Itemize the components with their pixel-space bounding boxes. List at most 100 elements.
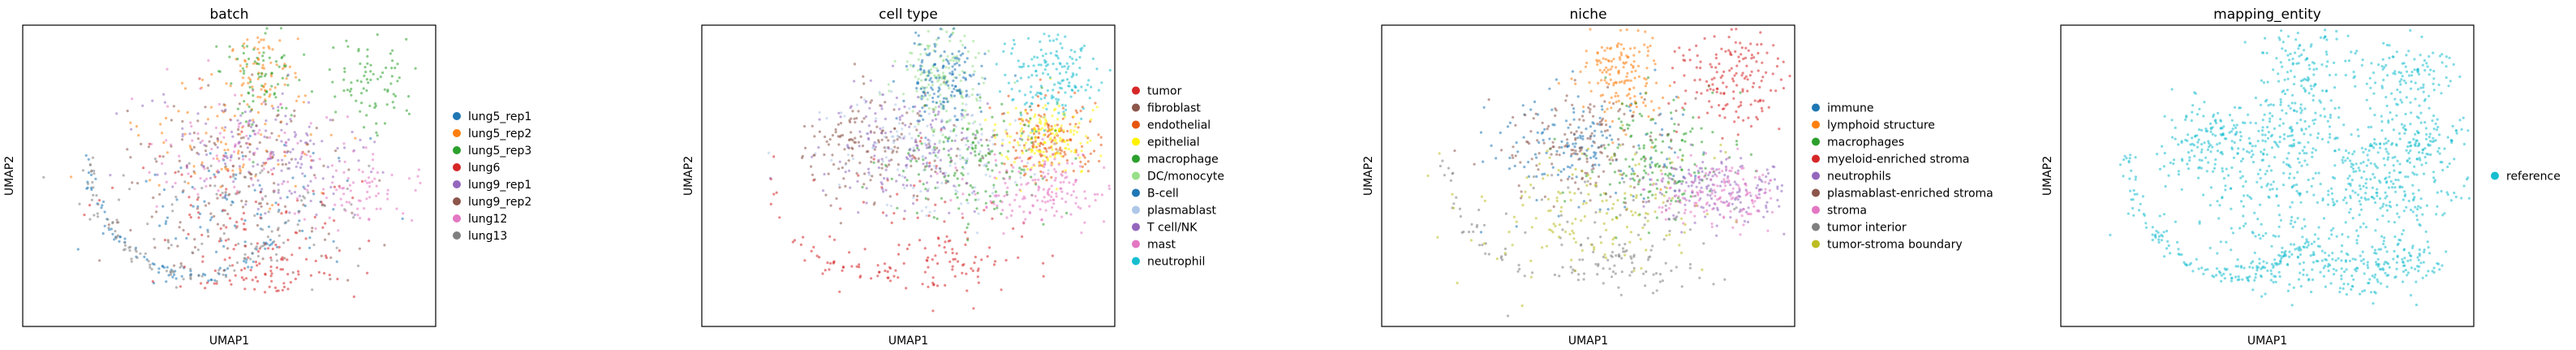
data-point (1643, 77, 1646, 80)
data-point (1055, 132, 1058, 135)
data-point (2376, 265, 2380, 268)
data-point (1616, 146, 1619, 149)
data-point (296, 223, 299, 227)
data-point (241, 166, 244, 169)
data-point (252, 165, 255, 168)
data-point (1033, 115, 1036, 119)
data-point (1647, 173, 1650, 176)
legend: lung5_rep1lung5_rep2lung5_rep3lung6lung9… (453, 110, 531, 243)
data-point (1705, 80, 1709, 83)
data-point (1710, 106, 1714, 109)
data-point (968, 193, 971, 197)
legend-marker (1812, 205, 1820, 214)
data-point (2195, 145, 2200, 149)
data-point (862, 183, 866, 186)
data-point (123, 241, 127, 244)
data-point (90, 198, 93, 201)
data-point (961, 114, 965, 117)
legend-label: tumor interior (1827, 222, 1907, 235)
data-point (966, 113, 970, 116)
data-point (166, 105, 170, 108)
data-point (987, 167, 990, 171)
data-point (308, 246, 312, 249)
data-point (185, 166, 189, 170)
data-point (892, 149, 895, 153)
data-point (1545, 244, 1549, 248)
data-point (1056, 81, 1060, 84)
data-point (1705, 209, 1709, 212)
data-point (2270, 272, 2273, 275)
data-point (1525, 176, 1529, 179)
data-point (1063, 65, 1066, 68)
data-point (2249, 121, 2252, 124)
data-point (1591, 121, 1594, 124)
data-point (1030, 148, 1034, 151)
data-point (252, 260, 255, 263)
data-point (1649, 248, 1653, 252)
data-point (955, 169, 959, 172)
data-point (1098, 159, 1101, 163)
data-point (1555, 199, 1559, 203)
data-point (1479, 131, 1483, 134)
data-point (1500, 255, 1503, 258)
data-point (1718, 171, 1721, 175)
data-point (222, 269, 226, 272)
data-point (1757, 51, 1760, 55)
data-point (204, 132, 208, 135)
data-point (1042, 106, 1045, 110)
data-point (343, 70, 346, 73)
data-point (948, 239, 952, 242)
data-point (1625, 226, 1629, 229)
data-point (368, 218, 371, 222)
data-point (967, 95, 971, 98)
data-point (1041, 137, 1044, 141)
data-point (1682, 54, 1685, 57)
data-point (2200, 143, 2204, 146)
data-point (2297, 47, 2300, 50)
data-point (853, 117, 856, 120)
data-point (1654, 183, 1658, 186)
data-point (337, 229, 340, 232)
data-point (1088, 97, 1091, 100)
data-point (942, 76, 945, 80)
data-point (370, 171, 373, 174)
data-point (1598, 208, 1602, 211)
data-point (1012, 97, 1015, 102)
data-point (951, 52, 954, 55)
data-point (2307, 244, 2310, 247)
data-point (1705, 177, 1709, 180)
data-point (2402, 79, 2406, 82)
data-point (1032, 64, 1035, 67)
data-point (1078, 67, 1082, 70)
data-point (977, 51, 981, 55)
data-point (270, 230, 273, 233)
data-point (260, 38, 263, 41)
data-point (1099, 143, 1103, 147)
data-point (912, 146, 915, 149)
data-point (928, 152, 931, 155)
data-point (1649, 135, 1652, 138)
data-point (1067, 65, 1070, 68)
data-point (1619, 214, 1622, 217)
data-point (281, 256, 284, 259)
data-point (1064, 91, 1067, 94)
data-point (868, 106, 871, 110)
data-point (881, 126, 884, 129)
data-point (363, 66, 367, 69)
data-point (264, 119, 268, 123)
data-point (303, 53, 306, 56)
data-point (137, 134, 140, 137)
data-point (945, 80, 948, 84)
data-point (2307, 125, 2311, 128)
data-point (847, 153, 850, 157)
data-point (908, 125, 911, 128)
data-point (1669, 202, 1672, 205)
data-point (273, 86, 277, 89)
data-point (893, 59, 897, 63)
data-point (963, 158, 966, 162)
data-point (1724, 104, 1727, 107)
data-point (2436, 125, 2440, 129)
data-point (282, 67, 285, 71)
data-point (346, 177, 350, 180)
data-point (354, 136, 357, 140)
